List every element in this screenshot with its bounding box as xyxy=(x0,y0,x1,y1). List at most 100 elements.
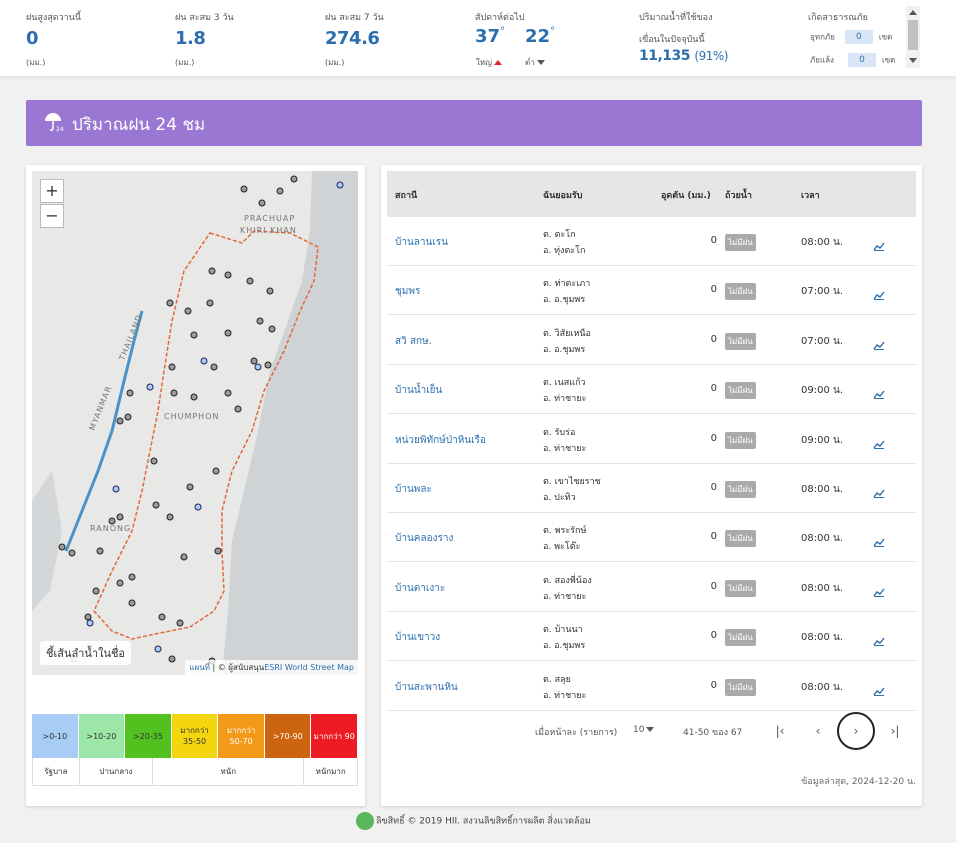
map-card: PRACHUAP KHIRI KHAN CHUMPHON RANONG MYAN… xyxy=(26,165,365,806)
map-label-khirikhan: KHIRI KHAN xyxy=(240,226,297,235)
rain-value: 0 xyxy=(710,432,717,444)
time-value: 07:00 น. xyxy=(801,286,844,298)
temp-low-value: 22 xyxy=(525,26,551,47)
time-value: 08:00 น. xyxy=(801,484,844,495)
stat-label: เกิดสาธารณภัย xyxy=(808,13,868,23)
flood-label: อุทกภัย xyxy=(810,32,835,42)
station-location: ต. วิสัยเหนือ อ. อ.ชุมพร xyxy=(543,326,591,358)
table-row: หน่วยพิทักษ์ป่าหินเรือ ต. รับร่อ อ. ท่าชาย… xyxy=(387,415,916,464)
rain-map[interactable]: PRACHUAP KHIRI KHAN CHUMPHON RANONG MYAN… xyxy=(32,171,358,675)
scroll-thumb[interactable] xyxy=(908,20,918,50)
page-title: ปริมาณฝน 24 ชม xyxy=(72,115,206,135)
stat-rain-7d: ฝน สะสม 7 วัน 274.6 (มม.) xyxy=(325,10,384,69)
table-row: บ้านคลองราง ต. พระรักษ์ อ. พะโต๊ะ 0 ไม่มีฝน 0… xyxy=(387,513,916,563)
table-row: ชุมพร ต. ท่าตะเภา อ. อ.ชุมพร 0 ไม่มีฝน 07:00 … xyxy=(387,266,916,316)
col-location[interactable]: ฉันยอมรับ xyxy=(543,191,583,201)
map-label-myanmar: MYANMAR xyxy=(88,384,114,431)
rain-value: 0 xyxy=(710,679,717,691)
attrib-esri-link[interactable]: ESRI World Street Map xyxy=(264,663,354,672)
station-link[interactable]: บ้านสะพานหิน xyxy=(395,681,458,693)
rain-value: 0 xyxy=(710,333,717,345)
status-badge: ไม่มีฝน xyxy=(725,234,756,251)
tambon: ต. วิสัยเหนือ xyxy=(543,328,591,339)
legend-range: >10-20 xyxy=(78,714,126,758)
table-row: บ้านเขาวง ต. บ้านนา อ. อ.ชุมพร 0 ไม่มีฝน 08:0… xyxy=(387,612,916,662)
last-page-button[interactable]: ›| xyxy=(890,724,900,738)
line-chart-icon[interactable] xyxy=(873,532,885,551)
amphoe: อ. อ.ชุมพร xyxy=(543,641,586,652)
line-chart-icon[interactable] xyxy=(873,384,885,403)
river-name-button[interactable]: ชี้เส้นลำน้ำในชื่อ xyxy=(40,641,132,665)
stat-max-rain: ฝนสูงสุดวานนี้ 0 (มม.) xyxy=(26,10,81,69)
line-chart-icon[interactable] xyxy=(873,285,885,304)
line-chart-icon[interactable] xyxy=(873,483,885,502)
time-value: 07:00 น. xyxy=(801,335,844,347)
tambon: ต. รับร่อ xyxy=(543,427,576,438)
time-value: 08:00 น. xyxy=(801,582,844,594)
line-chart-icon[interactable] xyxy=(873,582,885,601)
first-page-button[interactable]: |‹ xyxy=(775,724,785,738)
table-row: บ้านน้ำเย็น ต. เนสแก้ว อ. ท่าชายะ 0 ไม่มีฝน 0… xyxy=(387,365,916,415)
table-row: บ้านพละ ต. เขาไชยราช อ. ปะทิว 0 ไม่มีฝน 08:00… xyxy=(387,464,916,513)
station-location: ต. ตะโก อ. ทุ่งตะโก xyxy=(543,227,585,259)
dam-value-number: 11,135 xyxy=(639,48,691,64)
legend-cat-light: รัฐบาล xyxy=(33,758,80,785)
station-link[interactable]: หน่วยพิทักษ์ป่าหินเรือ xyxy=(395,434,486,446)
zoom-in-button[interactable]: + xyxy=(40,179,64,203)
zoom-out-button[interactable]: − xyxy=(40,204,64,228)
caret-down-icon xyxy=(536,60,545,65)
col-status[interactable]: ถ้วยน้ำ xyxy=(725,191,752,201)
stat-disaster: เกิดสาธารณภัย xyxy=(808,10,868,24)
status-badge: ไม่มีฝน xyxy=(725,431,756,449)
col-rain[interactable]: อุดตัน (มม.) xyxy=(661,191,711,201)
station-link[interactable]: บ้านเขาวง xyxy=(395,632,441,644)
status-badge: ไม่มีฝน xyxy=(725,382,756,400)
tambon: ต. บ้านนา xyxy=(543,625,583,636)
status-badge: ไม่มีฝน xyxy=(725,579,756,597)
legend-range: >70-90 xyxy=(264,714,312,758)
station-link[interactable]: สวิ สกษ. xyxy=(395,335,432,347)
scroll-up-icon[interactable] xyxy=(909,10,917,15)
col-time[interactable]: เวลา xyxy=(801,191,820,201)
map-attribution: แผนที่ | © ผู้สนับสนุนESRI World Street … xyxy=(185,660,358,675)
rain-value: 0 xyxy=(710,235,717,246)
amphoe: อ. ท่าชายะ xyxy=(543,591,587,602)
caret-up-icon xyxy=(494,60,502,65)
station-link[interactable]: บ้านพละ xyxy=(395,484,432,495)
stat-label: สัปดาห์ต่อไป xyxy=(475,13,525,23)
rain-table-card: สถานี ฉันยอมรับ อุดตัน (มม.) ถ้วยน้ำ เวล… xyxy=(381,165,922,806)
next-page-button[interactable]: › xyxy=(837,712,875,750)
station-location: ต. เนสแก้ว อ. ท่าชายะ xyxy=(543,375,586,407)
line-chart-icon[interactable] xyxy=(873,681,885,700)
map-canvas: PRACHUAP KHIRI KHAN CHUMPHON RANONG MYAN… xyxy=(32,171,358,675)
stat-unit: (มม.) xyxy=(325,58,345,67)
scroll-down-icon[interactable] xyxy=(909,58,917,63)
col-station[interactable]: สถานี xyxy=(395,191,418,201)
station-link[interactable]: บ้านน้ำเย็น xyxy=(395,385,443,397)
station-link[interactable]: บ้านลานเรน xyxy=(395,237,449,248)
table-header: สถานี ฉันยอมรับ อุดตัน (มม.) ถ้วยน้ำ เวล… xyxy=(387,171,916,217)
rain-umbrella-icon: 24 xyxy=(42,111,64,137)
section-banner: 24 ปริมาณฝน 24 ชม xyxy=(26,100,922,146)
legend-cat-moderate: ปานกลาง xyxy=(80,758,154,785)
line-chart-icon[interactable] xyxy=(873,236,885,255)
line-chart-icon[interactable] xyxy=(873,434,885,453)
tambon: ต. ท่าตะเภา xyxy=(543,279,591,290)
prev-page-button[interactable]: ‹ xyxy=(815,724,821,738)
tambon: ต. เขาไชยราช xyxy=(543,477,601,487)
station-link[interactable]: บ้านตาเงาะ xyxy=(395,582,446,594)
attrib-map-link[interactable]: แผนที่ xyxy=(189,663,210,672)
flood-unit: เขต xyxy=(878,32,893,42)
station-link[interactable]: ชุมพร xyxy=(395,286,421,298)
map-label-prachuap: PRACHUAP xyxy=(244,214,295,223)
tambon: ต. ตะโก xyxy=(543,230,576,240)
temp-high-label: ใหญ่ xyxy=(476,56,502,69)
line-chart-icon[interactable] xyxy=(873,631,885,650)
drought-unit: เขต xyxy=(881,55,896,65)
stats-scrollbar[interactable] xyxy=(906,6,920,68)
per-page-select[interactable]: 10 xyxy=(633,725,655,735)
station-link[interactable]: บ้านคลองราง xyxy=(395,533,454,545)
line-chart-icon[interactable] xyxy=(873,335,885,354)
station-location: ต. เขาไชยราช อ. ปะทิว xyxy=(543,474,601,506)
station-location: ต. พระรักษ์ อ. พะโต๊ะ xyxy=(543,523,586,555)
